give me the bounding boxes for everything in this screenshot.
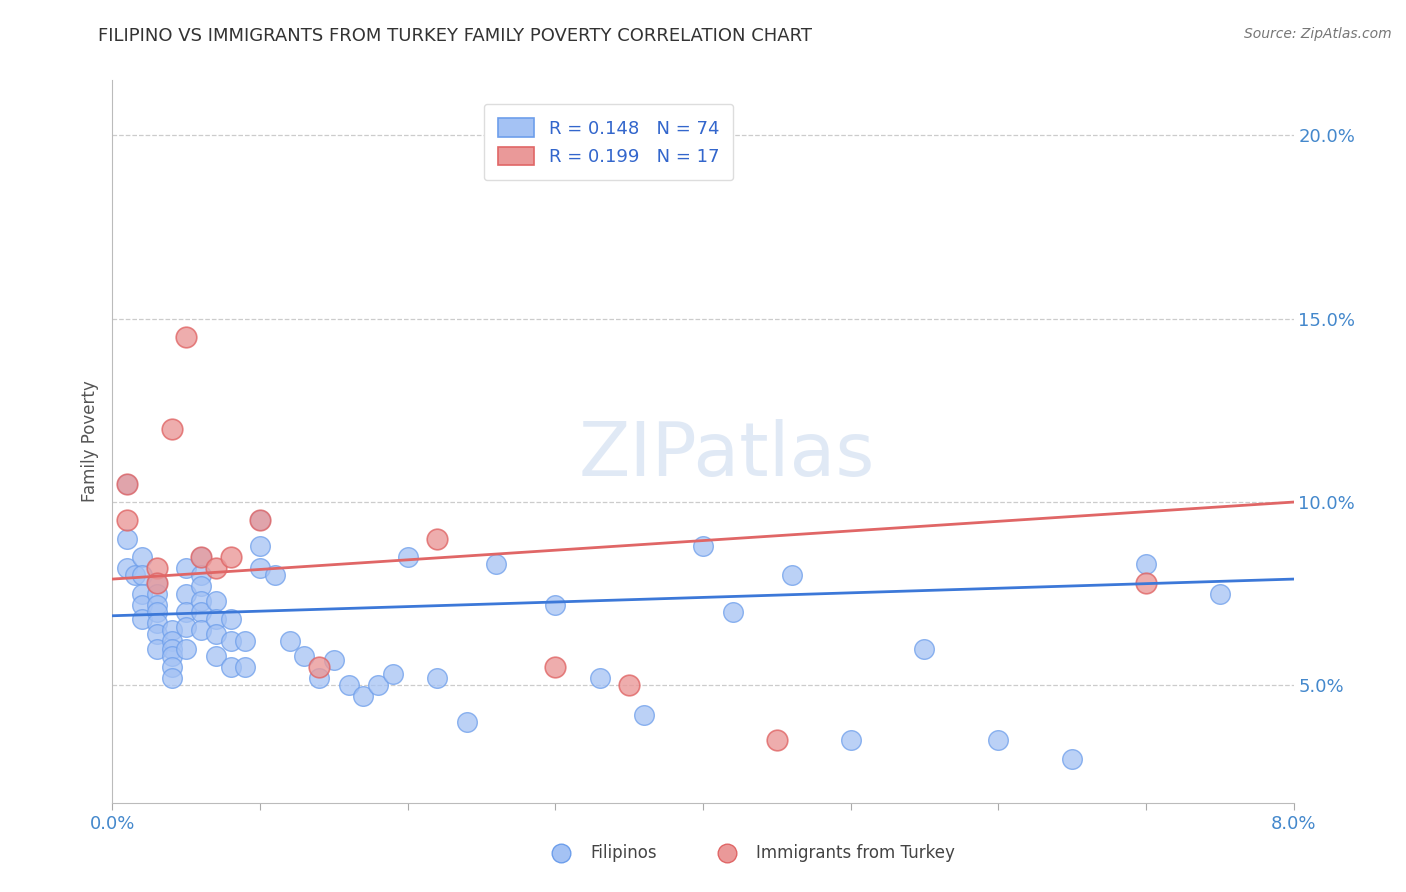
Point [264, 568, 287, 582]
Point [174, 620, 197, 634]
Text: Source: ZipAtlas.com: Source: ZipAtlas.com [1244, 27, 1392, 41]
Point [117, 513, 138, 527]
Point [131, 598, 153, 612]
Point [367, 678, 389, 692]
Point [308, 671, 330, 685]
Point [160, 422, 183, 436]
Point [308, 660, 330, 674]
Point [278, 634, 301, 648]
Point [456, 715, 478, 730]
Point [146, 587, 169, 601]
Point [205, 594, 228, 608]
Y-axis label: Family Poverty: Family Poverty [80, 381, 98, 502]
Point [219, 550, 242, 565]
Point [146, 627, 169, 641]
Point [839, 733, 862, 747]
Point [219, 660, 242, 674]
Point [160, 660, 183, 674]
Point [219, 634, 242, 648]
Point [233, 634, 256, 648]
Point [588, 671, 610, 685]
Point [1135, 575, 1157, 590]
Point [426, 671, 449, 685]
Point [131, 568, 153, 582]
Point [692, 539, 714, 553]
Point [190, 550, 212, 565]
Point [160, 641, 183, 656]
Point [146, 641, 169, 656]
Point [174, 561, 197, 575]
Point [131, 550, 153, 565]
Point [249, 513, 271, 527]
Point [619, 678, 641, 692]
Point [190, 550, 212, 565]
Point [205, 627, 228, 641]
Point [124, 568, 146, 582]
Point [337, 678, 360, 692]
Point [146, 575, 169, 590]
Legend: R = 0.148   N = 74, R = 0.199   N = 17: R = 0.148 N = 74, R = 0.199 N = 17 [484, 103, 734, 180]
Point [323, 653, 346, 667]
Point [174, 605, 197, 619]
Point [190, 579, 212, 593]
Point [382, 667, 405, 681]
Text: ZIPatlas: ZIPatlas [578, 419, 875, 492]
Point [205, 561, 228, 575]
Point [131, 587, 153, 601]
Point [160, 671, 183, 685]
Point [174, 330, 197, 344]
Point [987, 733, 1010, 747]
Point [131, 612, 153, 626]
Text: FILIPINO VS IMMIGRANTS FROM TURKEY FAMILY POVERTY CORRELATION CHART: FILIPINO VS IMMIGRANTS FROM TURKEY FAMIL… [98, 27, 813, 45]
Point [219, 612, 242, 626]
Point [633, 707, 655, 722]
Point [117, 561, 138, 575]
Point [146, 575, 169, 590]
Point [721, 605, 744, 619]
Point [544, 598, 567, 612]
Point [249, 539, 271, 553]
Point [205, 612, 228, 626]
Point [914, 641, 936, 656]
Point [117, 476, 138, 491]
Point [205, 649, 228, 664]
Point [146, 616, 169, 631]
Point [780, 568, 803, 582]
Point [1208, 587, 1232, 601]
Point [249, 513, 271, 527]
Point [515, 128, 537, 143]
Point [249, 561, 271, 575]
Point [426, 532, 449, 546]
Point [765, 733, 787, 747]
Point [146, 605, 169, 619]
Point [1135, 558, 1157, 572]
Point [160, 649, 183, 664]
Point [174, 587, 197, 601]
Point [544, 660, 567, 674]
Point [352, 690, 374, 704]
Point [233, 660, 256, 674]
Point [190, 568, 212, 582]
Point [174, 641, 197, 656]
Point [146, 598, 169, 612]
Point [146, 561, 169, 575]
Point [1062, 752, 1084, 766]
Point [160, 624, 183, 638]
Point [292, 649, 315, 664]
Point [160, 634, 183, 648]
Text: Immigrants from Turkey: Immigrants from Turkey [756, 845, 955, 863]
Point [485, 558, 508, 572]
Text: Filipinos: Filipinos [591, 845, 658, 863]
Point [396, 550, 419, 565]
Point [190, 594, 212, 608]
Point [190, 624, 212, 638]
Point [117, 532, 138, 546]
Point [190, 605, 212, 619]
Point [117, 476, 138, 491]
